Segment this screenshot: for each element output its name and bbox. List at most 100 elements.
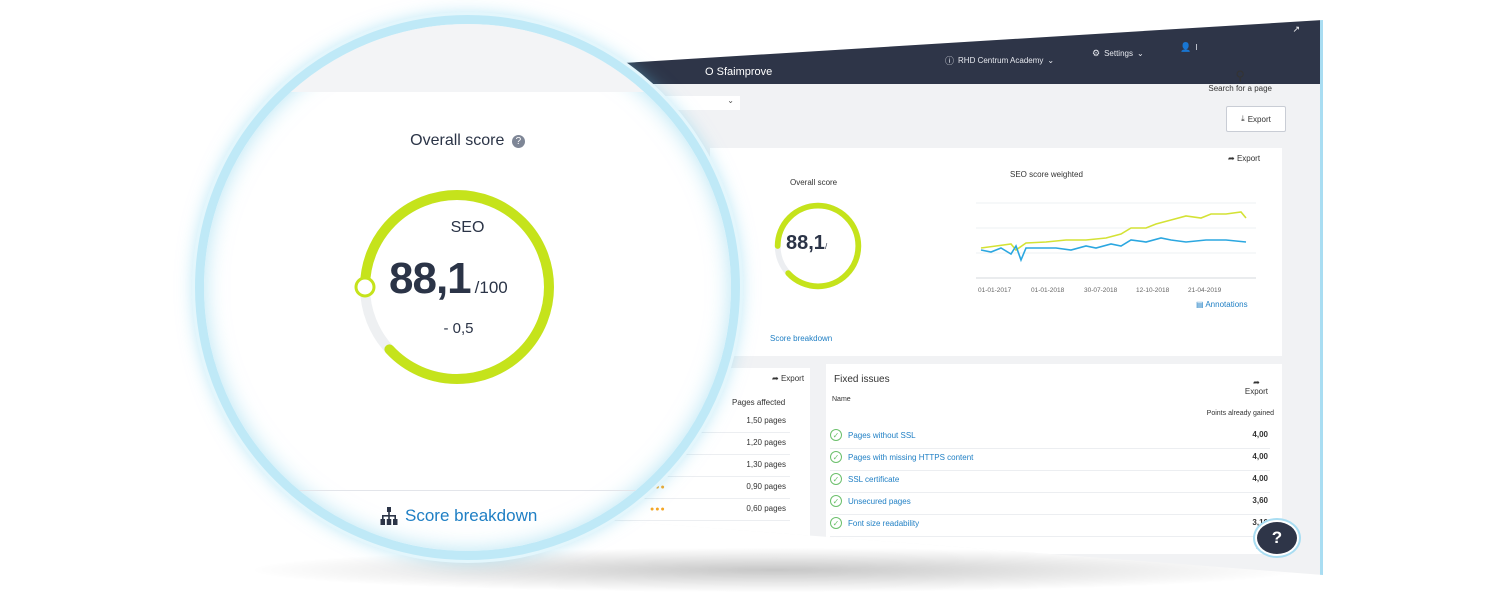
gauge-category-label: SEO <box>450 219 485 236</box>
check-circle-icon: ✓ <box>830 473 842 485</box>
score-value: 88,1/100 <box>389 254 508 304</box>
menu-settings-label: Settings <box>1104 49 1133 58</box>
overall-score-title-text: Overall score <box>410 132 505 149</box>
score-panel: Overall score 88,1/ SEO score weighted ➦… <box>710 148 1282 356</box>
mini-score-max: / <box>824 242 828 251</box>
comment-icon: ▤ <box>1196 300 1204 309</box>
chart-export-label: Export <box>1236 154 1261 163</box>
issue-points: 4,00 <box>1252 452 1268 461</box>
share-icon: ➦ <box>1253 378 1260 387</box>
search-label: Search for a page <box>1208 84 1272 93</box>
search-icon: ⚲ <box>1235 68 1245 83</box>
fixed-issue-row[interactable]: ✓ Pages with missing HTTPS content 4,00 <box>830 448 1270 471</box>
row-value: 1,20 pages <box>746 438 786 447</box>
fixed-issue-row[interactable]: ✓ Unsecured pages 3,60 <box>830 492 1270 515</box>
table-row[interactable]: ●●● 0,60 pages <box>600 498 790 521</box>
help-circle-icon: ⓘ <box>945 56 955 66</box>
table-row[interactable]: 1,20 pages <box>600 432 790 455</box>
menu-academy-label: RHD Centrum Academy <box>958 56 1044 65</box>
menu-user-label: I <box>1195 43 1198 52</box>
annotations-link[interactable]: ▤ Annotations <box>1196 300 1248 309</box>
issue-points: 4,00 <box>1252 474 1268 483</box>
chart-export-button[interactable]: ➦ Export <box>1228 154 1260 163</box>
check-circle-icon: ✓ <box>830 429 842 441</box>
series-b-line <box>980 237 1247 263</box>
issue-points: 3,60 <box>1252 496 1268 505</box>
download-icon: ⤓ <box>1241 114 1245 123</box>
export-button-label: Export <box>1247 114 1271 124</box>
menu-settings[interactable]: ⚙ Settings ⌄ <box>1092 48 1144 59</box>
share-icon: ➦ <box>772 374 779 383</box>
chevron-down-icon: ⌄ <box>727 96 734 105</box>
row-value: 0,90 pages <box>746 482 786 491</box>
menu-academy[interactable]: ⓘ RHD Centrum Academy ⌄ <box>945 54 1054 67</box>
seo-score-line-chart: 01-01-2017 01-01-2018 30-07-2018 12-10-2… <box>976 202 1256 294</box>
magnifier-lens: Overall score ? SEO 88,1/100 - 0,5 Score… <box>195 15 740 560</box>
mini-overall-title: Overall score <box>790 178 838 187</box>
score-max: /100 <box>474 278 508 297</box>
overall-score-title: Overall score ? <box>204 132 731 150</box>
fixed-issues-export-label: Export <box>1244 387 1268 396</box>
menu-user[interactable]: 👤 I <box>1180 42 1197 53</box>
issue-points: 4,00 <box>1252 430 1268 439</box>
issues-export-button[interactable]: ➦ Export <box>772 374 804 383</box>
table-row[interactable]: ●●● 0,90 pages <box>600 476 790 499</box>
issue-points: 3,10 <box>1252 518 1268 527</box>
mini-score-value: 88,1/ <box>786 232 827 255</box>
fixed-issues-panel: Fixed issues ➦ Export Name Points alread… <box>826 364 1282 554</box>
check-circle-icon: ✓ <box>830 451 842 463</box>
fixed-issues-export-button[interactable]: ➦ Export <box>1245 378 1268 396</box>
expand-icon[interactable]: ↗ <box>1292 24 1300 34</box>
check-circle-icon: ✓ <box>830 495 842 507</box>
fixed-issues-title: Fixed issues <box>834 374 890 385</box>
issue-name[interactable]: SSL certificate <box>848 475 900 484</box>
priority-dots: ●●● <box>650 484 666 491</box>
score-breakdown-label: Score breakdown <box>405 506 538 525</box>
x-tick-label: 30-07-2018 <box>1084 287 1118 294</box>
help-icon[interactable]: ? <box>511 135 525 148</box>
x-tick-label: 01-01-2017 <box>978 287 1012 294</box>
fixed-issues-col-points: Points already gained <box>1206 410 1274 417</box>
seo-score-gauge <box>354 190 554 384</box>
header-band <box>204 24 731 92</box>
gear-icon: ⚙ <box>1092 48 1101 58</box>
score-change: - 0,5 <box>443 320 474 337</box>
help-button[interactable]: ? <box>1255 520 1299 556</box>
issue-name[interactable]: Font size readability <box>848 519 920 528</box>
check-circle-icon: ✓ <box>830 517 842 529</box>
chart-title: SEO score weighted <box>1010 170 1083 179</box>
issue-name[interactable]: Pages without SSL <box>848 431 916 440</box>
search-page[interactable]: ⚲ Search for a page <box>1208 68 1272 93</box>
mini-score-number: 88,1 <box>786 232 825 254</box>
hierarchy-icon <box>380 507 398 525</box>
issue-name[interactable]: Unsecured pages <box>848 497 911 506</box>
x-axis-ticks: 01-01-2017 01-01-2018 30-07-2018 12-10-2… <box>978 287 1222 294</box>
fixed-issue-row[interactable]: ✓ Pages without SSL 4,00 <box>830 426 1270 449</box>
x-tick-label: 01-01-2018 <box>1031 287 1065 294</box>
mini-score-gauge <box>774 202 862 290</box>
gauge-start-marker <box>354 276 376 298</box>
fixed-issue-row[interactable]: ✓ Font size readability 3,10 <box>830 514 1270 537</box>
export-button[interactable]: ⤓ Export <box>1226 106 1286 132</box>
row-value: 1,50 pages <box>746 416 786 425</box>
dashboard-window: O Sfaimprove ⓘ RHD Centrum Academy ⌄ ⚙ S… <box>600 20 1323 575</box>
x-tick-label: 12-10-2018 <box>1136 287 1170 294</box>
issues-column-header: Pages affected <box>732 398 786 407</box>
row-value: 1,30 pages <box>746 460 786 469</box>
divider <box>204 490 731 491</box>
issues-export-label: Export <box>780 374 805 383</box>
share-icon: ➦ <box>1228 154 1235 163</box>
score-number: 88,1 <box>389 254 472 303</box>
chevron-down-icon: ⌄ <box>1136 49 1144 58</box>
annotations-label: Annotations <box>1205 300 1248 309</box>
mini-score-breakdown-link[interactable]: Score breakdown <box>770 334 833 343</box>
filter-dropdown[interactable]: ⌄ <box>660 96 740 110</box>
fixed-issue-row[interactable]: ✓ SSL certificate 4,00 <box>830 470 1270 493</box>
chevron-down-icon: ⌄ <box>1047 56 1055 65</box>
issue-name[interactable]: Pages with missing HTTPS content <box>848 453 974 462</box>
priority-dots: ●●● <box>650 506 666 513</box>
user-icon: 👤 <box>1180 42 1192 52</box>
row-value: 0,60 pages <box>746 504 786 513</box>
score-breakdown-link[interactable]: Score breakdown <box>379 506 537 526</box>
x-tick-label: 21-04-2019 <box>1188 287 1222 294</box>
